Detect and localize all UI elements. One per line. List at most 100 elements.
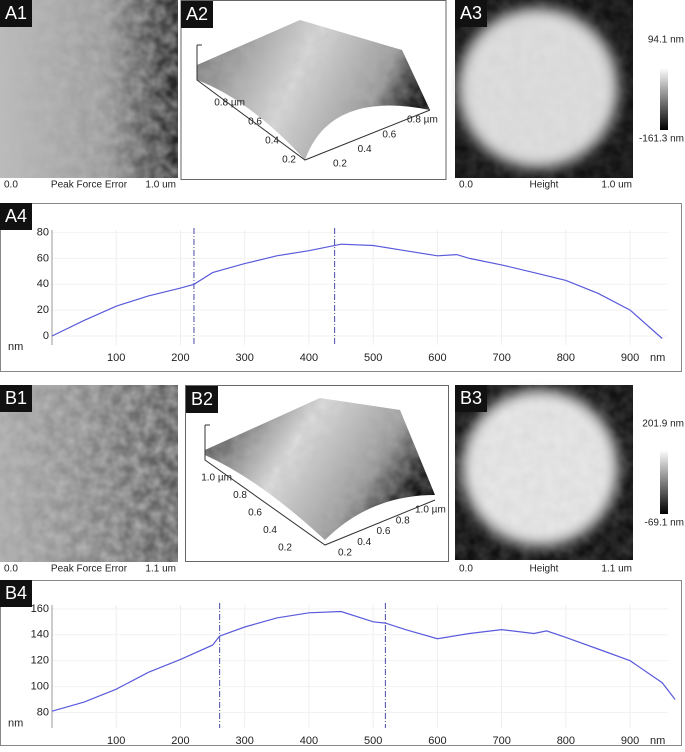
y-unit: nm bbox=[8, 341, 23, 353]
axis-label: 0.8 µm bbox=[407, 115, 438, 126]
channel: Height bbox=[530, 564, 559, 575]
color-bar bbox=[660, 450, 668, 514]
y-tick-label: 120 bbox=[31, 655, 49, 667]
panel-b2: B2 1.0 µm0.80.60.40.21.0 µm0.80.60.40.2 bbox=[185, 385, 449, 562]
panel-label: B3 bbox=[460, 388, 482, 408]
x-tick-label: 800 bbox=[557, 352, 575, 364]
axis-label: 0.2 bbox=[333, 159, 347, 170]
color-min: -69.1 nm bbox=[645, 518, 684, 529]
y-tick-label: 60 bbox=[37, 252, 49, 264]
axis-label: 0.6 bbox=[377, 526, 391, 537]
scale-end: 1.1 um bbox=[601, 564, 632, 575]
x-tick-label: 500 bbox=[364, 352, 382, 364]
scale-start: 0.0 bbox=[4, 564, 18, 575]
axis-label: 1.0 µm bbox=[415, 505, 446, 516]
panel-label: A3 bbox=[460, 3, 482, 23]
image-texture bbox=[455, 0, 633, 178]
panel-label: B2 bbox=[191, 389, 213, 409]
axis-label: 0.4 bbox=[263, 525, 277, 536]
axes-3d bbox=[196, 44, 431, 161]
axis-label: 0.6 bbox=[248, 117, 262, 128]
x-tick-label: 900 bbox=[621, 735, 639, 747]
surface-texture bbox=[197, 20, 430, 160]
axis-label: 0.4 bbox=[357, 537, 371, 548]
color-bar bbox=[660, 68, 668, 130]
profile-line bbox=[51, 243, 663, 339]
chart-frame bbox=[0, 580, 682, 746]
chart-frame bbox=[0, 203, 682, 372]
axis-label: 0.2 bbox=[278, 543, 292, 554]
panel-b1: B1 0.0 Peak Force Error 1.1 um bbox=[0, 385, 178, 575]
channel: Peak Force Error bbox=[51, 180, 128, 191]
panel-label: A1 bbox=[5, 3, 27, 23]
x-tick-label: 300 bbox=[236, 735, 254, 747]
axis-label: 0.8 bbox=[396, 515, 410, 526]
channel: Height bbox=[530, 180, 559, 191]
label-box bbox=[0, 0, 32, 27]
axis-label: 0.8 µm bbox=[214, 98, 245, 109]
y-tick-label: 40 bbox=[37, 278, 49, 290]
label-box bbox=[455, 385, 487, 412]
axis-label: 0.4 bbox=[358, 144, 372, 155]
y-tick-label: 160 bbox=[31, 603, 49, 615]
scale-start: 0.0 bbox=[459, 564, 473, 575]
panel-a1: A1 0.0 Peak Force Error 1.0 um bbox=[0, 0, 178, 191]
x-tick-label: 400 bbox=[300, 735, 318, 747]
scale-start: 0.0 bbox=[4, 180, 18, 191]
label-box bbox=[181, 1, 213, 28]
color-max: 201.9 nm bbox=[642, 419, 684, 430]
label-box bbox=[0, 580, 32, 607]
scale-end: 1.0 um bbox=[601, 180, 632, 191]
scale-end: 1.1 um bbox=[145, 564, 176, 575]
axis-label: 1.0 µm bbox=[201, 473, 232, 484]
surface-texture bbox=[205, 398, 435, 540]
axis-label: 0.8 bbox=[233, 490, 247, 501]
scale-start: 0.0 bbox=[459, 180, 473, 191]
axis-label: 0.6 bbox=[382, 129, 396, 140]
image-texture bbox=[455, 385, 633, 560]
panel-label: B4 bbox=[5, 583, 27, 603]
panel-a2: A2 0.8 µm0.60.40.20.8 µm0.60.40.2 bbox=[180, 0, 447, 180]
panel-label: A2 bbox=[186, 4, 208, 24]
x-tick-label: 100 bbox=[107, 352, 125, 364]
x-tick-label: 600 bbox=[428, 352, 446, 364]
y-unit: nm bbox=[8, 717, 23, 729]
y-tick-label: 140 bbox=[31, 629, 49, 641]
panel-a3: A3 94.1 nm -161.3 nm 0.0 Height 1.0 um bbox=[455, 0, 684, 191]
x-tick-label: 100 bbox=[107, 735, 125, 747]
y-tick-label: 80 bbox=[37, 226, 49, 238]
profile-line bbox=[51, 610, 676, 712]
x-tick-label: 500 bbox=[364, 735, 382, 747]
axis-label: 0.4 bbox=[265, 136, 279, 147]
color-max: 94.1 nm bbox=[648, 35, 684, 46]
panel-b3: B3 201.9 nm -69.1 nm 0.0 Height 1.1 um bbox=[455, 385, 684, 575]
axis-label: 0.2 bbox=[282, 155, 296, 166]
x-tick-label: 800 bbox=[557, 735, 575, 747]
x-tick-label: 700 bbox=[492, 352, 510, 364]
scale-end: 1.0 um bbox=[145, 180, 176, 191]
y-tick-label: 20 bbox=[37, 304, 49, 316]
x-tick-label: 600 bbox=[428, 735, 446, 747]
x-tick-label: 400 bbox=[300, 352, 318, 364]
y-tick-label: 100 bbox=[31, 680, 49, 692]
label-box bbox=[0, 203, 32, 230]
panel-label: A4 bbox=[5, 206, 27, 226]
axes-3d bbox=[204, 424, 436, 546]
axis-label: 0.6 bbox=[248, 508, 262, 519]
axis-label: 0.2 bbox=[338, 548, 352, 559]
x-unit: nm bbox=[650, 352, 665, 364]
panel-label: B1 bbox=[5, 388, 27, 408]
x-unit: nm bbox=[650, 735, 665, 747]
x-tick-label: 200 bbox=[171, 735, 189, 747]
image-texture bbox=[0, 0, 178, 178]
label-box bbox=[186, 386, 218, 413]
x-tick-label: 200 bbox=[171, 352, 189, 364]
y-tick-label: 80 bbox=[37, 706, 49, 718]
x-tick-label: 300 bbox=[236, 352, 254, 364]
image-texture bbox=[0, 385, 178, 562]
x-tick-label: 700 bbox=[492, 735, 510, 747]
label-box bbox=[455, 0, 487, 27]
y-tick-label: 0 bbox=[43, 330, 49, 342]
label-box bbox=[0, 385, 32, 412]
